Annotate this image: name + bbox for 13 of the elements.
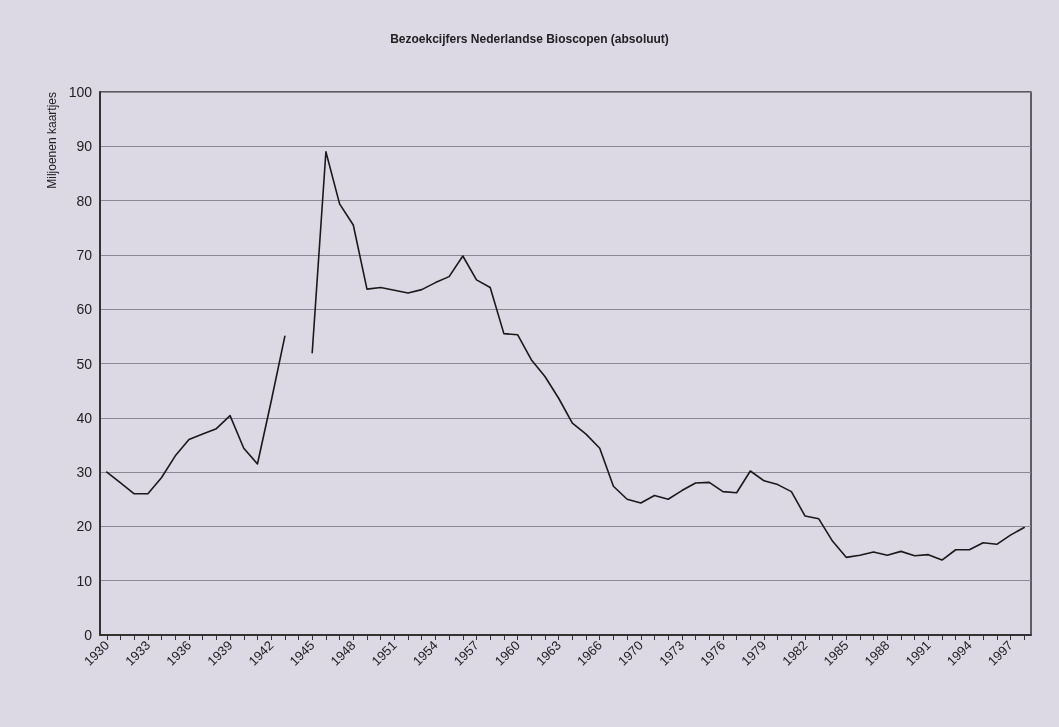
y-tick-label: 10 xyxy=(76,572,93,589)
y-axis-title: Miljoenen kaartjes xyxy=(45,92,59,189)
chart-title: Bezoekcijfers Nederlandse Bioscopen (absoluut) xyxy=(390,32,669,46)
y-tick-label: 100 xyxy=(68,84,93,100)
y-tick-label: 70 xyxy=(76,246,93,263)
y-tick-label: 30 xyxy=(76,464,93,481)
y-tick-label: 50 xyxy=(76,355,93,372)
y-tick-label: 20 xyxy=(76,518,93,535)
y-tick-label: 80 xyxy=(76,192,93,209)
y-tick-label: 40 xyxy=(76,409,93,426)
y-tick-label: 0 xyxy=(84,627,93,643)
y-tick-label: 90 xyxy=(76,138,93,155)
y-tick-label: 60 xyxy=(76,301,93,318)
